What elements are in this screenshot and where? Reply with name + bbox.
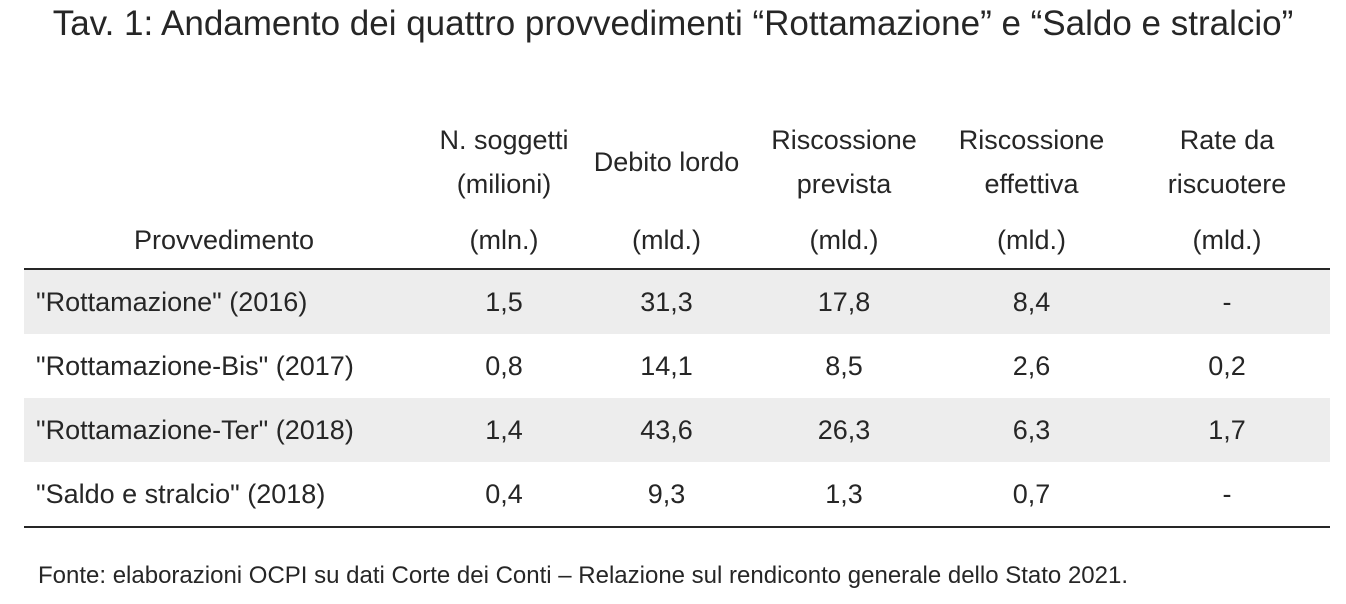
table-cell: 0,2: [1208, 350, 1246, 381]
table-cell: 1,3: [749, 462, 939, 528]
table-cell: 14,1: [640, 350, 693, 381]
row-label: "Rottamazione-Bis" (2017): [36, 350, 354, 381]
column-unit: (mln.): [424, 212, 584, 270]
column-unit: (mld.): [939, 212, 1124, 270]
table-cell: -: [1124, 269, 1330, 334]
table-cell: 0,8: [485, 350, 523, 381]
table-cell: 17,8: [749, 269, 939, 334]
table-row: "Rottamazione-Bis" (2017) 0,8 14,1 8,5 2…: [24, 334, 1330, 398]
row-label: "Saldo e stralcio" (2018): [24, 462, 424, 528]
row-label: "Rottamazione-Ter" (2018): [24, 398, 424, 462]
table-cell: 0,7: [939, 462, 1124, 528]
table-cell: 1,5: [424, 269, 584, 334]
table-cell: 9,3: [584, 462, 749, 528]
row-label-header: Provvedimento: [24, 212, 424, 270]
table-cell: 1,7: [1124, 398, 1330, 462]
table-cell: 43,6: [584, 398, 749, 462]
table-cell: 2,6: [1012, 350, 1051, 381]
row-label: "Rottamazione" (2016): [24, 269, 424, 334]
table-row: "Saldo e stralcio" (2018) 0,4 9,3 1,3 0,…: [24, 462, 1330, 528]
table-row: "Rottamazione" (2016) 1,5 31,3 17,8 8,4 …: [24, 269, 1330, 334]
table-cell: 1,4: [424, 398, 584, 462]
header-empty-cell: [24, 112, 424, 212]
header-row-units: Provvedimento (mln.) (mld.) (mld.) (mld.…: [24, 212, 1330, 270]
table-cell: 31,3: [584, 269, 749, 334]
column-header: Riscossione effettiva: [958, 125, 1105, 199]
table-cell: 0,4: [424, 462, 584, 528]
data-table: N. soggetti (milioni) Debito lordo Risco…: [24, 112, 1330, 528]
source-note: Fonte: elaborazioni OCPI su dati Corte d…: [38, 562, 1128, 589]
column-header: Riscossione prevista: [771, 125, 917, 199]
table-title: Tav. 1: Andamento dei quattro provvedime…: [52, 4, 1294, 43]
table-cell: 6,3: [939, 398, 1124, 462]
column-header: Rate da riscuotere: [1167, 125, 1287, 199]
column-unit: (mld.): [584, 212, 749, 270]
column-header: N. soggetti (milioni): [439, 125, 569, 199]
column-unit: (mld.): [1124, 212, 1330, 270]
header-row-names: N. soggetti (milioni) Debito lordo Risco…: [24, 112, 1330, 212]
table-cell: 8,4: [939, 269, 1124, 334]
table-cell: 8,5: [825, 350, 863, 381]
table-row: "Rottamazione-Ter" (2018) 1,4 43,6 26,3 …: [24, 398, 1330, 462]
table-cell: -: [1124, 462, 1330, 528]
column-header: Debito lordo: [593, 147, 740, 177]
column-unit: (mld.): [749, 212, 939, 270]
table-cell: 26,3: [749, 398, 939, 462]
